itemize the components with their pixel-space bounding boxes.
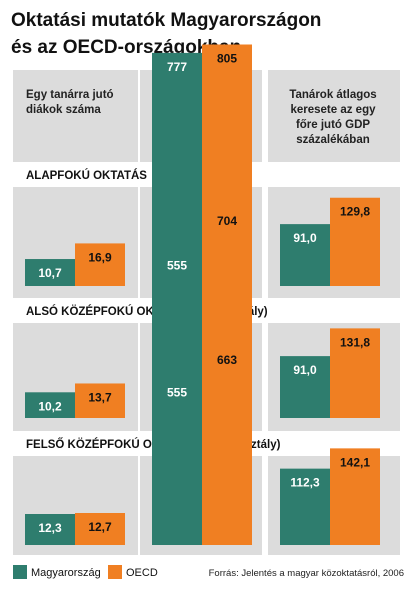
data-label: 13,7 — [88, 390, 112, 404]
data-label: 91,0 — [293, 363, 317, 377]
legend-swatch-oecd — [108, 565, 122, 579]
data-label: 16,9 — [88, 250, 112, 264]
data-label: 131,8 — [340, 335, 370, 349]
data-label: 12,3 — [38, 521, 62, 535]
bar-hungary — [152, 52, 202, 287]
bar-oecd — [75, 383, 125, 418]
data-label: 10,7 — [38, 266, 62, 280]
data-label: 129,8 — [340, 205, 370, 219]
source-note: Forrás: Jelentés a magyar közoktatásról,… — [209, 568, 404, 579]
bar-oecd — [75, 512, 125, 545]
legend-label-hungary: Magyarország — [31, 567, 101, 579]
data-label: 10,2 — [38, 399, 62, 413]
data-label: 704 — [217, 214, 237, 228]
chart-title-line: Oktatási mutatók Magyarországon — [11, 10, 321, 31]
data-label: 805 — [217, 52, 237, 66]
bar-oecd — [330, 328, 380, 418]
bar-oecd — [202, 346, 252, 545]
legend-swatch-hungary — [13, 565, 27, 579]
bar-oecd — [330, 448, 380, 545]
bar-hungary — [25, 259, 75, 286]
data-label: 663 — [217, 353, 237, 367]
data-label: 555 — [167, 259, 187, 273]
column-header-line: keresete az egy — [290, 104, 376, 116]
data-label: 12,7 — [88, 520, 112, 534]
bar-hungary — [25, 514, 75, 545]
bar-hungary — [280, 468, 330, 545]
data-label: 112,3 — [290, 476, 320, 490]
data-label: 91,0 — [293, 231, 317, 245]
section-label-main: ALSÓ KÖZÉPFOKÚ OKTATÁS — [26, 305, 191, 318]
column-header-line: főre jutó GDP — [296, 119, 370, 131]
legend-label-oecd: OECD — [126, 567, 158, 579]
bar-hungary — [152, 378, 202, 545]
column-header-line: Egy tanárra jutó — [26, 89, 114, 101]
chart-title-line: és az OECD-országokban — [11, 37, 241, 58]
bar-oecd — [75, 243, 125, 286]
data-label: 555 — [167, 386, 187, 400]
bar-hungary — [25, 392, 75, 418]
column-header-line: Tanárok átlagos — [289, 89, 376, 101]
column-header-line: százalékában — [296, 134, 370, 146]
data-label: 142,1 — [340, 455, 370, 469]
bar-oecd — [330, 197, 380, 286]
section-label-main: ALAPFOKÚ OKTATÁS — [26, 169, 147, 182]
bar-hungary — [280, 356, 330, 418]
column-header-line: diákok száma — [26, 104, 101, 116]
bar-hungary — [280, 224, 330, 286]
data-label: 777 — [167, 60, 187, 74]
